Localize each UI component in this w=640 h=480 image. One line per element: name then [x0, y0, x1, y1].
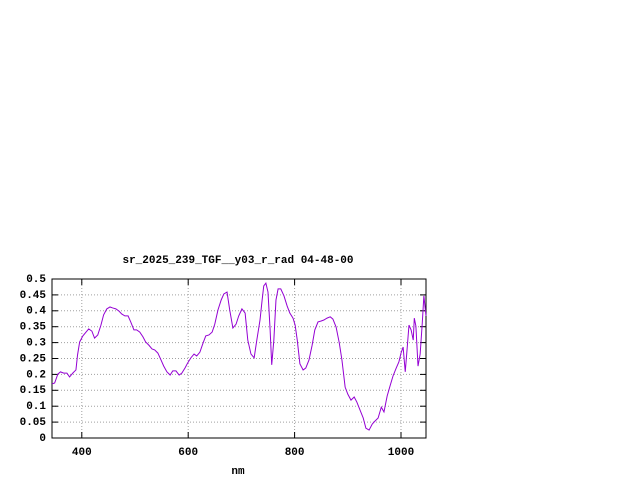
x-tick-label: 800: [285, 447, 305, 459]
x-tick-label: 400: [72, 447, 92, 459]
y-tick-label: 0.5: [26, 274, 46, 286]
y-tick-label: 0.05: [20, 417, 47, 429]
y-tick-label: 0.25: [20, 353, 47, 365]
y-tick-label: 0.3: [26, 338, 46, 350]
y-tick-label: 0.2: [26, 369, 46, 381]
x-tick-label: 600: [178, 447, 198, 459]
y-tick-label: 0.45: [20, 290, 47, 302]
chart-title: sr_2025_239_TGF__y03_r_rad 04-48-00: [122, 255, 353, 267]
y-tick-label: 0.35: [20, 322, 47, 334]
x-tick-label: 1000: [388, 447, 414, 459]
plot-border: [51, 278, 427, 439]
x-axis-label: nm: [231, 466, 245, 478]
y-tick-label: 0: [39, 433, 46, 445]
data-line: [51, 281, 427, 431]
y-tick-label: 0.1: [26, 401, 46, 413]
y-tick-label: 0.4: [26, 306, 46, 318]
y-tick-label: 0.15: [20, 385, 47, 397]
